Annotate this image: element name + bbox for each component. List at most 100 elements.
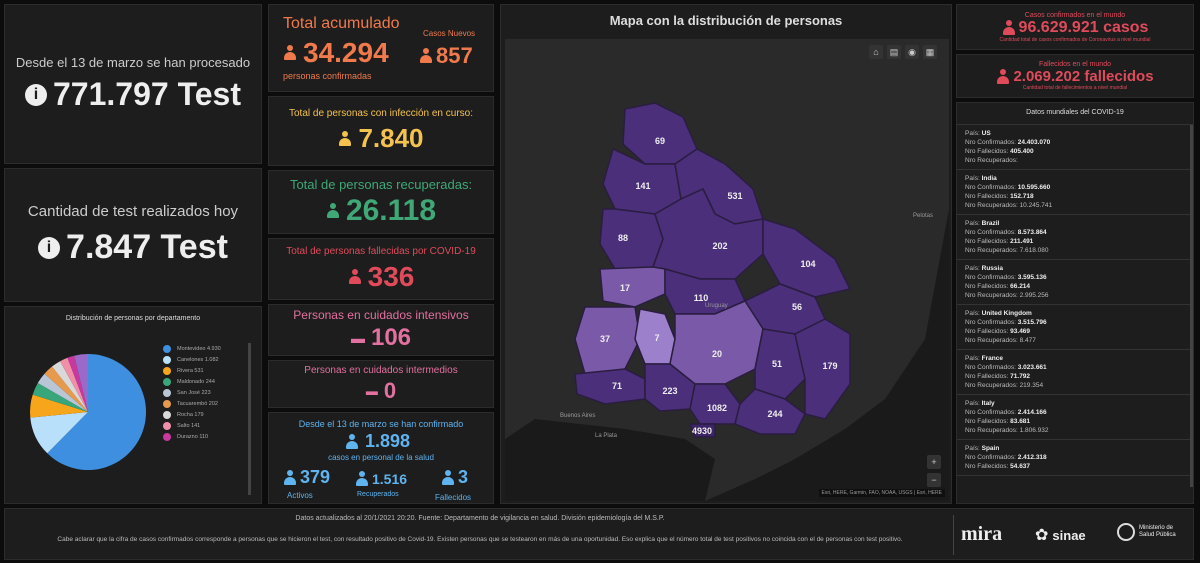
legend-item[interactable]: Tacuarembó 202: [163, 398, 248, 409]
legend-dot: [163, 377, 171, 386]
info-icon: i: [38, 236, 61, 259]
pie-panel: Distribución de personas por departament…: [4, 306, 262, 504]
person-icon: [345, 433, 359, 450]
zoom-in-icon[interactable]: +: [927, 455, 941, 469]
legend-item[interactable]: Rocha 179: [163, 409, 248, 420]
deaths-title: Total de personas fallecidas por COVID-1…: [286, 245, 476, 257]
deaths-value-row: 336: [348, 261, 414, 293]
dept-rocha[interactable]: [794, 318, 851, 420]
pie-slice-rivera[interactable]: [30, 394, 88, 418]
list-item[interactable]: País: Brazil Nro Confirmados: 8.573.864 …: [957, 215, 1190, 260]
world-deaths-subtitle: Cantidad total de fallecimientos a nivel…: [1022, 85, 1128, 91]
world-cases-subtitle: Cantidad total de casos confirmados de C…: [999, 36, 1151, 43]
map-label-durazno: 110: [694, 293, 709, 303]
map-label-montevideo: 4930: [692, 426, 712, 436]
health-deaths-label: Fallecidos: [435, 493, 472, 502]
dept-artigas[interactable]: [622, 102, 698, 165]
health-deaths-row: 3: [441, 467, 468, 488]
layers-icon[interactable]: ▤: [887, 45, 901, 59]
cumulative-title: Total acumulado: [283, 15, 400, 32]
map-label-florida: 20: [712, 349, 722, 359]
dept-cerro-largo[interactable]: [762, 217, 852, 298]
place-label-uruguay: Uruguay: [705, 303, 728, 309]
world-list[interactable]: País: US Nro Confirmados: 24.403.070 Nro…: [957, 125, 1193, 487]
pie-slice-durazno[interactable]: [67, 355, 89, 412]
health-staff-subtitle: casos en personal de la salud: [328, 453, 434, 462]
active-value: 7.840: [358, 123, 424, 153]
list-item[interactable]: País: India Nro Confirmados: 10.595.660 …: [957, 170, 1190, 215]
legend-item[interactable]: San José 223: [163, 387, 248, 398]
world-cases-value-row: 96.629.921 casos: [1002, 19, 1148, 37]
map-label-tacuarembo: 202: [712, 241, 727, 251]
dept-florida[interactable]: [669, 300, 764, 385]
pie-slice-rocha[interactable]: [52, 361, 88, 412]
legend-item[interactable]: Salto 141: [163, 420, 248, 431]
health-active-row: 379: [283, 467, 330, 488]
active-title: Total de personas con infección en curso…: [289, 108, 473, 119]
list-item[interactable]: País: United Kingdom Nro Confirmados: 3.…: [957, 305, 1190, 350]
pie-slice-others[interactable]: [74, 354, 88, 412]
dept-colonia[interactable]: [574, 368, 646, 405]
pie-slice-canelones[interactable]: [30, 412, 88, 454]
pie-slice-tacuarembo[interactable]: [44, 366, 89, 413]
health-active-label: Activos: [287, 491, 313, 500]
world-deaths-value: 2.069.202 fallecidos: [1013, 68, 1154, 85]
world-deaths-value-row: 2.069.202 fallecidos: [996, 68, 1154, 85]
mira-logo: mira: [961, 523, 1003, 545]
legend-dot: [163, 344, 171, 353]
world-list-panel: Datos mundiales del COVID-19 País: US Nr…: [956, 102, 1194, 504]
zoom-out-icon[interactable]: −: [927, 473, 941, 487]
legend-item[interactable]: Maldonado 244: [163, 376, 248, 387]
place-label-buenos-aires: Buenos Aires: [560, 413, 595, 419]
legend-item[interactable]: Rivera 531: [163, 365, 248, 376]
list-item[interactable]: País: Spain Nro Confirmados: 2.412.318 N…: [957, 440, 1190, 476]
map-label-salto: 141: [635, 181, 650, 191]
world-cases-panel: Casos confirmados en el mundo 96.629.921…: [956, 4, 1194, 50]
map-label-cerro-largo: 104: [800, 259, 815, 269]
list-item[interactable]: País: Italy Nro Confirmados: 2.414.166 N…: [957, 395, 1190, 440]
msp-seal-icon: [1117, 523, 1135, 541]
list-item[interactable]: País: France Nro Confirmados: 3.023.661 …: [957, 350, 1190, 395]
person-icon: [419, 48, 432, 64]
map-label-paysandu: 88: [618, 233, 628, 243]
bed-icon: ▬: [365, 383, 378, 398]
legend-dot: [163, 421, 171, 430]
person-icon: [348, 268, 362, 285]
list-item[interactable]: País: US Nro Confirmados: 24.403.070 Nro…: [957, 125, 1190, 170]
pie-slice-maldonado[interactable]: [32, 383, 88, 412]
map-label-rivera: 531: [727, 191, 742, 201]
legend-item[interactable]: Durazno 110: [163, 431, 248, 442]
legend-dot: [163, 399, 171, 408]
map-label-artigas: 69: [655, 136, 665, 146]
map-canvas[interactable]: 69 141 531 88 202 104 17 110 56 37 7 20 …: [505, 39, 949, 501]
legend-item[interactable]: Canelones 1.082: [163, 354, 248, 365]
home-icon[interactable]: ⌂: [869, 45, 883, 59]
new-cases-value: 857: [436, 43, 473, 68]
person-icon: [326, 202, 340, 219]
dept-montevideo[interactable]: [688, 423, 716, 438]
dept-rio-negro[interactable]: [599, 266, 666, 308]
pie-slice-salto[interactable]: [60, 357, 88, 412]
health-recovered-label: Recuperados: [357, 491, 399, 498]
map-label-maldonado: 244: [767, 409, 782, 419]
place-label-la-plata: La Plata: [595, 433, 618, 439]
world-cases-title: Casos confirmados en el mundo: [1024, 11, 1126, 19]
health-staff-value-row: 1.898: [345, 431, 410, 452]
cumulative-value: 34.294: [303, 37, 389, 68]
legend-item[interactable]: Montevideo 4.930: [163, 343, 248, 354]
place-labels: Uruguay Buenos Aires La Plata Pelotas: [560, 213, 933, 439]
dept-paysandu[interactable]: [599, 208, 664, 270]
pie-slice-montevideo[interactable]: [47, 354, 147, 470]
person-icon: [338, 130, 352, 147]
dept-maldonado[interactable]: [734, 388, 806, 435]
tests-total-caption: Desde el 13 de marzo se han procesado: [15, 55, 251, 70]
basemap-icon[interactable]: ◉: [905, 45, 919, 59]
recovered-value: 26.118: [345, 193, 437, 227]
map-label-rio-negro: 17: [620, 283, 630, 293]
health-active-value: 379: [300, 467, 331, 487]
department-pie-chart: [30, 354, 147, 470]
list-item[interactable]: País: Russia Nro Confirmados: 3.595.136 …: [957, 260, 1190, 305]
map-title: Mapa con la distribución de personas: [609, 13, 843, 28]
pie-slice-san-jose[interactable]: [37, 373, 88, 412]
grid-icon[interactable]: ▦: [923, 45, 937, 59]
